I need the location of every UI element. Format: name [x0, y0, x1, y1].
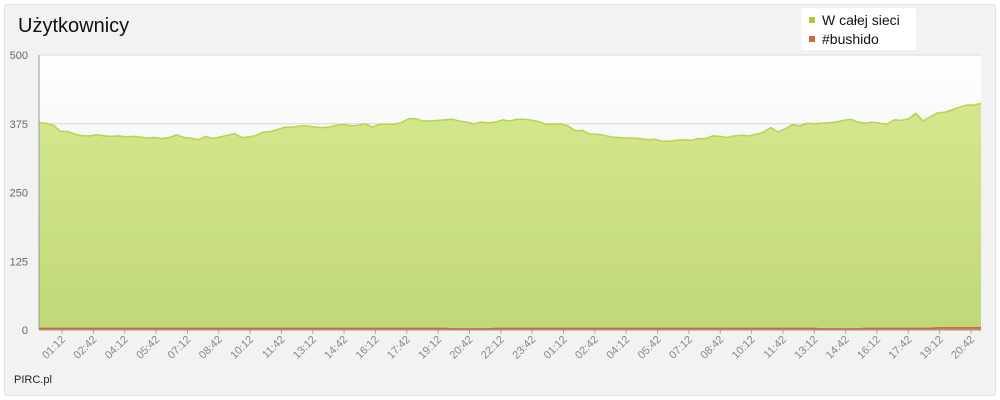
x-tick-label-17: 02:42: [573, 334, 601, 362]
x-tick-label-23: 11:42: [762, 334, 789, 361]
series-area-0: [39, 103, 981, 331]
x-tick-label-13: 20:42: [448, 334, 476, 362]
legend-swatch-0: [809, 17, 815, 23]
x-tick-label-16: 01:12: [542, 334, 570, 362]
legend-label-0: W całej sieci: [822, 12, 900, 28]
x-tick-label-8: 13:12: [291, 334, 319, 362]
legend-swatch-1: [809, 36, 815, 42]
x-tick-label-9: 14:42: [322, 334, 350, 362]
x-tick-label-28: 19:12: [918, 334, 946, 362]
y-tick-label-0: 0: [22, 325, 28, 337]
x-tick-label-19: 05:42: [636, 334, 664, 362]
x-tick-label-21: 08:42: [698, 334, 726, 362]
x-tick-label-22: 10:12: [730, 334, 758, 362]
y-tick-label-1: 125: [10, 256, 28, 268]
x-tick-label-1: 02:42: [72, 334, 100, 362]
x-tick-label-29: 20:42: [949, 334, 977, 362]
x-tick-label-10: 16:12: [354, 334, 382, 362]
x-tick-label-14: 22:12: [479, 334, 507, 362]
x-tick-label-0: 01:12: [40, 334, 68, 362]
legend-item-series-0[interactable]: W całej sieci: [809, 10, 900, 30]
credit-text: PIRC.pl: [14, 374, 52, 386]
x-tick-label-12: 19:12: [416, 334, 444, 362]
x-tick-label-18: 04:12: [604, 334, 632, 362]
x-tick-label-25: 14:42: [824, 334, 852, 362]
x-tick-label-20: 07:12: [667, 334, 695, 362]
x-tick-label-2: 04:12: [103, 334, 131, 362]
x-tick-label-11: 17:42: [385, 334, 413, 362]
x-tick-label-26: 16:12: [855, 334, 883, 362]
x-tick-label-15: 23:42: [510, 334, 538, 362]
y-tick-label-4: 500: [10, 50, 28, 62]
x-tick-label-7: 11:42: [260, 334, 287, 361]
y-tick-label-2: 250: [10, 188, 28, 200]
x-tick-label-27: 17:42: [886, 334, 914, 362]
x-tick-label-6: 10:12: [228, 334, 256, 362]
legend-item-series-1[interactable]: #bushido: [809, 29, 879, 49]
legend: W całej sieci #bushido: [801, 8, 916, 50]
legend-label-1: #bushido: [822, 31, 879, 47]
series-line-1: [39, 327, 981, 330]
chart-title: Użytkownicy: [18, 15, 130, 37]
x-tick-label-4: 07:12: [166, 334, 194, 362]
y-tick-label-3: 375: [10, 119, 28, 131]
x-tick-label-24: 13:12: [792, 334, 820, 362]
x-tick-label-5: 08:42: [197, 334, 225, 362]
x-tick-label-3: 05:42: [134, 334, 162, 362]
series-line-0: [38, 102, 982, 143]
